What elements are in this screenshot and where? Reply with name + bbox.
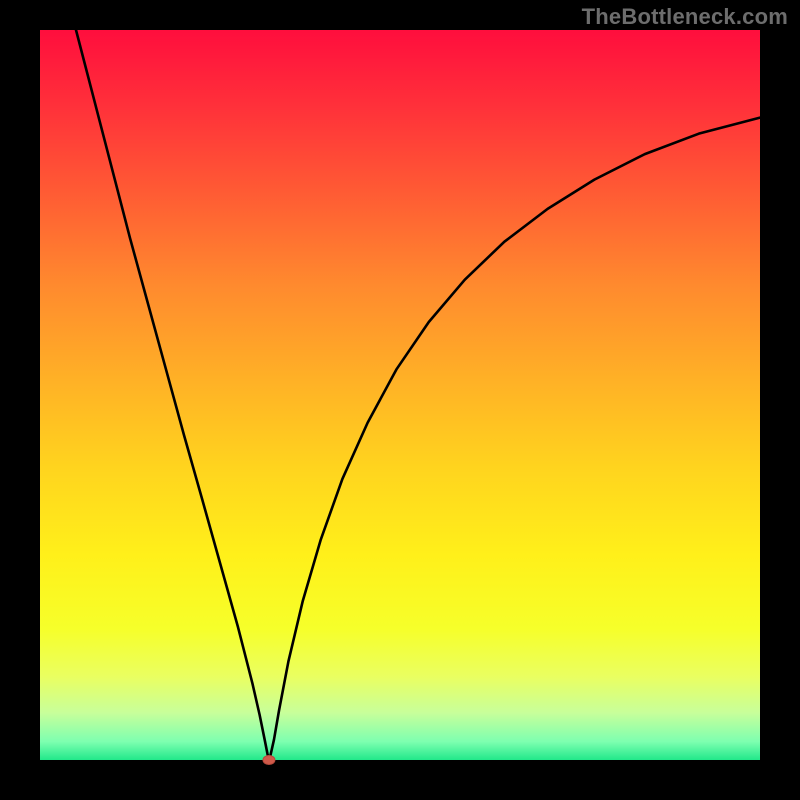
- optimum-marker: [263, 756, 275, 765]
- watermark-label: TheBottleneck.com: [582, 4, 788, 30]
- chart-svg: [0, 0, 800, 800]
- plot-background: [40, 30, 760, 760]
- chart-frame: { "watermark": { "text": "TheBottleneck.…: [0, 0, 800, 800]
